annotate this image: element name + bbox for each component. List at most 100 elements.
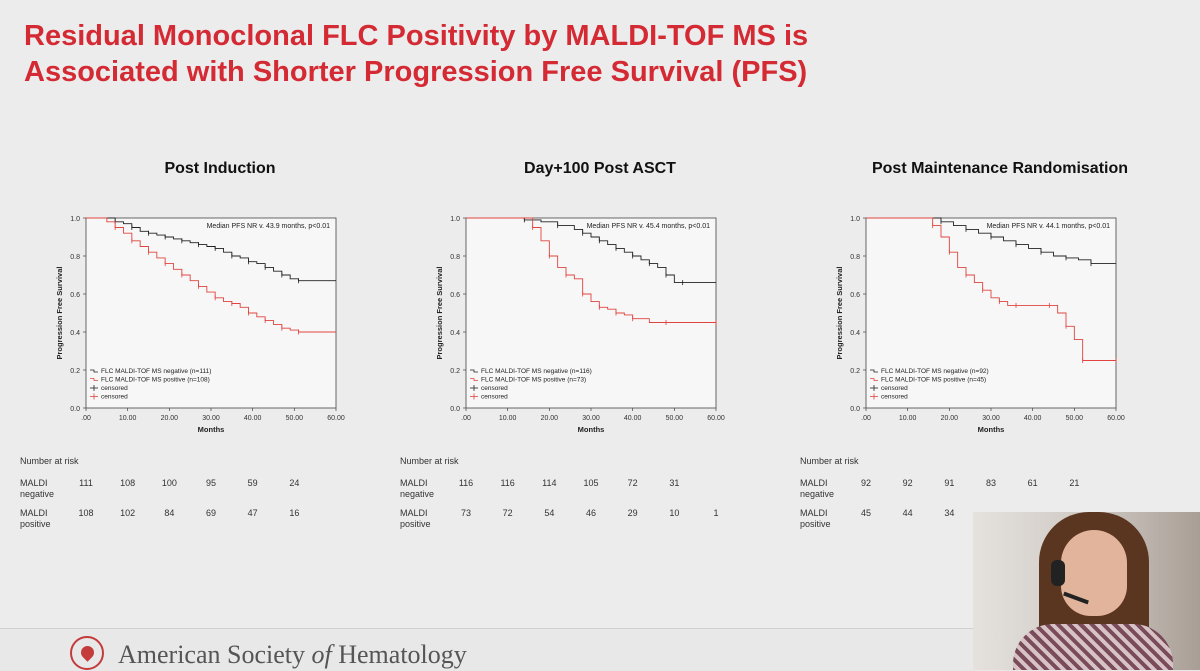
km-curve-negative: [86, 217, 336, 282]
y-tick-label: 0.0: [850, 406, 860, 413]
risk-count: 21: [1069, 478, 1080, 488]
median-pfs-annotation: Median PFS NR v. 45.4 months, p<0.01: [587, 223, 711, 230]
x-tick-label: 50.00: [666, 415, 684, 422]
legend-swatch: [870, 378, 878, 381]
risk-row-label: MALDI negative: [800, 478, 834, 500]
risk-row-label: MALDI positive: [800, 508, 831, 530]
x-tick-label: 40.00: [244, 415, 262, 422]
km-panel-post-induction: Post Induction 0.0 0.2 0.4 0.6 0.8 1.0 .00 10.0…: [20, 160, 420, 550]
risk-count: 100: [161, 478, 177, 488]
y-axis-label: Progression Free Survival: [435, 267, 444, 360]
risk-row-label-line: negative: [20, 489, 55, 499]
legend-entry: censored: [101, 394, 128, 401]
legend-swatch: [90, 369, 98, 373]
legend-swatch: [470, 378, 478, 381]
x-tick-label: .00: [81, 415, 91, 422]
km-curve-positive: [86, 217, 336, 333]
risk-count: 16: [289, 508, 300, 518]
km-panel-post-maintenance: Post Maintenance Randomisation 0.0 0.2 0.4…: [800, 160, 1200, 550]
slide-title-line1: Residual Monoclonal FLC Positivity by MA…: [24, 20, 809, 52]
x-tick-label: 50.00: [1066, 415, 1084, 422]
risk-row-label: MALDI positive: [400, 508, 431, 530]
x-axis-label: Months: [578, 425, 605, 434]
risk-count: 108: [120, 478, 136, 488]
slide-title: Residual Monoclonal FLC Positivity by MA…: [24, 18, 1024, 90]
x-tick-label: 10.00: [499, 415, 517, 422]
footer-org-name: American Society of Hematology: [118, 640, 467, 669]
legend-entry: censored: [481, 394, 508, 401]
risk-count: 45: [860, 508, 871, 518]
risk-row-label-line: MALDI: [400, 508, 428, 518]
km-curve-positive: [866, 217, 1116, 361]
x-tick-label: 60.00: [1107, 415, 1125, 422]
y-tick-label: 1.0: [70, 216, 80, 223]
legend-entry: censored: [881, 385, 908, 392]
km-plot: 0.0 0.2 0.4 0.6 0.8 1.0 .00 10.00 20.00 30.00 40.0…: [55, 216, 345, 434]
risk-count: 108: [78, 508, 94, 518]
risk-count: 91: [944, 478, 955, 488]
y-tick-label: 0.2: [70, 368, 80, 375]
km-curve-negative: [866, 217, 1116, 265]
y-tick-label: 0.6: [850, 292, 860, 299]
legend-entry: censored: [101, 385, 128, 392]
risk-table-heading: Number at risk: [800, 456, 859, 466]
x-axis-label: Months: [978, 425, 1005, 434]
y-tick-label: 0.4: [450, 330, 460, 337]
risk-row-label-line: positive: [20, 519, 51, 529]
legend-entry: FLC MALDI-TOF MS positive (n=73): [481, 377, 586, 384]
legend-entry: censored: [881, 394, 908, 401]
risk-row-label-line: MALDI: [800, 478, 828, 488]
plot-area: [465, 217, 717, 409]
y-tick-label: 0.8: [850, 254, 860, 261]
y-tick-label: 0.4: [70, 330, 80, 337]
y-tick-label: 0.6: [70, 292, 80, 299]
y-tick-label: 1.0: [850, 216, 860, 223]
risk-count: 105: [583, 478, 599, 488]
presenter-webcam: [973, 512, 1200, 670]
x-tick-label: 60.00: [327, 415, 345, 422]
risk-count: 59: [247, 478, 258, 488]
risk-row-label-line: positive: [800, 519, 831, 529]
x-tick-label: 60.00: [707, 415, 725, 422]
legend-entry: FLC MALDI-TOF MS positive (n=45): [881, 377, 986, 384]
y-tick-label: 0.0: [70, 406, 80, 413]
x-tick-label: 40.00: [624, 415, 642, 422]
legend-entry: censored: [481, 385, 508, 392]
risk-count: 83: [985, 478, 996, 488]
legend-entry: FLC MALDI-TOF MS negative (n=92): [881, 368, 989, 375]
x-tick-label: 30.00: [982, 415, 1000, 422]
risk-count: 84: [164, 508, 175, 518]
x-axis-label: Months: [198, 425, 225, 434]
risk-table-heading: Number at risk: [20, 456, 79, 466]
risk-count: 24: [289, 478, 300, 488]
x-tick-label: .00: [861, 415, 871, 422]
legend-swatch: [870, 369, 878, 373]
y-tick-label: 0.8: [450, 254, 460, 261]
x-tick-label: 10.00: [119, 415, 137, 422]
x-tick-label: 30.00: [582, 415, 600, 422]
median-pfs-annotation: Median PFS NR v. 44.1 months, p<0.01: [987, 223, 1111, 230]
risk-count: 46: [585, 508, 596, 518]
risk-count: 72: [627, 478, 638, 488]
legend-swatch: [470, 369, 478, 373]
x-tick-label: 10.00: [899, 415, 917, 422]
y-axis-label: Progression Free Survival: [835, 267, 844, 360]
x-tick-label: .00: [461, 415, 471, 422]
risk-row-label-line: MALDI: [20, 508, 48, 518]
x-tick-label: 20.00: [161, 415, 179, 422]
risk-count: 10: [669, 508, 680, 518]
x-tick-label: 20.00: [541, 415, 559, 422]
risk-row-label-line: MALDI: [400, 478, 428, 488]
risk-row-label: MALDI negative: [400, 478, 434, 500]
slide-title-line2: Associated with Shorter Progression Free…: [24, 56, 808, 88]
risk-count: 44: [902, 508, 913, 518]
risk-row-label-line: MALDI: [20, 478, 48, 488]
risk-count: 111: [79, 478, 93, 488]
risk-row-label-line: negative: [800, 489, 835, 499]
km-plot: 0.0 0.2 0.4 0.6 0.8 1.0 .00 10.00 20.00 30.00 40.0…: [435, 216, 725, 434]
y-tick-label: 0.4: [850, 330, 860, 337]
x-tick-label: 40.00: [1024, 415, 1042, 422]
x-tick-label: 30.00: [202, 415, 220, 422]
plot-area: [85, 217, 337, 409]
chart-title: Post Maintenance Randomisation: [871, 160, 1129, 177]
